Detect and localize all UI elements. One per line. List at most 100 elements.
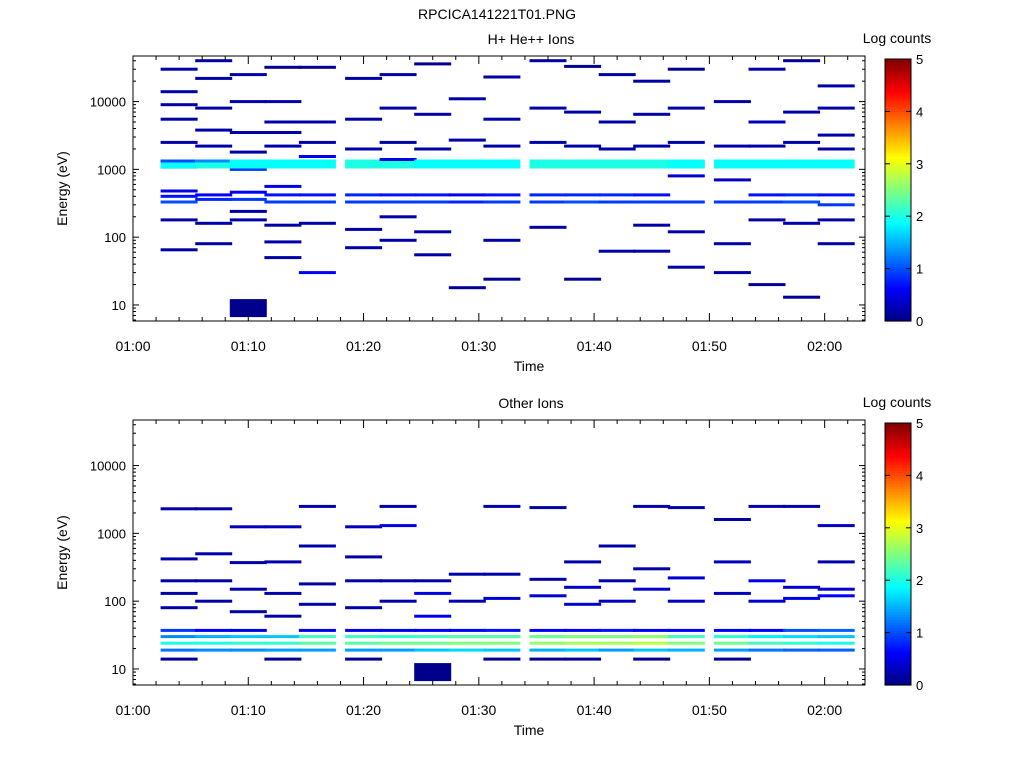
colorbar-swatch bbox=[885, 176, 911, 181]
heatmap-cell bbox=[748, 159, 786, 169]
heatmap-cell bbox=[483, 117, 521, 121]
heatmap-cell bbox=[229, 150, 267, 154]
y-tick-label: 10000 bbox=[90, 95, 126, 110]
heatmap-cell bbox=[414, 147, 452, 151]
heatmap-cell bbox=[345, 76, 383, 80]
heatmap-cell bbox=[748, 283, 786, 287]
heatmap-cell bbox=[379, 140, 417, 144]
colorbar-swatch bbox=[885, 245, 911, 249]
colorbar-swatch bbox=[885, 540, 911, 545]
heatmap-cell bbox=[264, 193, 302, 197]
heatmap-cell bbox=[229, 641, 267, 645]
colorbar-swatch bbox=[885, 237, 911, 241]
colorbar-swatch bbox=[885, 483, 911, 487]
colorbar-swatch bbox=[885, 69, 911, 73]
heatmap-cell bbox=[633, 641, 671, 645]
heatmap-cell bbox=[229, 131, 267, 134]
colorbar-swatch bbox=[885, 428, 911, 432]
heatmap-cell bbox=[264, 159, 302, 169]
colorbar-swatch bbox=[885, 488, 911, 492]
heatmap-cell bbox=[160, 507, 198, 511]
colorbar-swatch bbox=[885, 166, 911, 170]
colorbar-swatch bbox=[885, 564, 911, 568]
colorbar-tick-label: 5 bbox=[916, 416, 923, 431]
colorbar-swatch bbox=[885, 480, 911, 484]
x-tick-label: 01:20 bbox=[346, 338, 381, 354]
colorbar-swatch bbox=[885, 622, 911, 626]
colorbar-tick-label: 0 bbox=[916, 314, 923, 329]
colorbar-swatch bbox=[885, 467, 911, 471]
colorbar-swatch bbox=[885, 218, 911, 223]
colorbar-swatch bbox=[885, 64, 911, 68]
colorbar-swatch bbox=[885, 485, 911, 490]
heatmap-cell bbox=[195, 106, 233, 110]
heatmap-cell bbox=[667, 628, 705, 632]
colorbar-swatch bbox=[885, 247, 911, 251]
colorbar-swatch bbox=[885, 292, 911, 296]
heatmap-cell bbox=[564, 200, 602, 204]
heatmap-cell bbox=[817, 594, 855, 598]
heatmap-cell bbox=[783, 59, 821, 63]
colorbar-swatch bbox=[885, 498, 911, 503]
heatmap-cell bbox=[229, 635, 267, 639]
heatmap-cell bbox=[345, 147, 383, 151]
colorbar-swatch bbox=[885, 443, 911, 448]
heatmap-cell bbox=[379, 73, 417, 77]
heatmap-cell bbox=[160, 140, 198, 144]
heatmap-cell bbox=[345, 193, 383, 197]
heatmap-cell bbox=[160, 606, 198, 610]
heatmap-cell bbox=[564, 585, 602, 589]
heatmap-cell bbox=[633, 648, 671, 652]
colorbar-swatch bbox=[885, 682, 911, 686]
heatmap-cell bbox=[564, 602, 602, 606]
colorbar-swatch bbox=[885, 85, 911, 89]
heatmap-cell bbox=[713, 657, 751, 661]
heatmap-cell bbox=[298, 140, 336, 144]
heatmap-cell bbox=[448, 572, 486, 576]
heatmap-cell bbox=[564, 648, 602, 652]
colorbar-tick-label: 4 bbox=[916, 104, 923, 119]
heatmap-cell bbox=[414, 193, 452, 197]
y-tick-label: 100 bbox=[104, 230, 126, 245]
heatmap-cell bbox=[229, 209, 267, 213]
colorbar-swatch bbox=[885, 543, 911, 547]
heatmap-cell bbox=[195, 159, 233, 169]
colorbar-swatch bbox=[885, 294, 911, 299]
colorbar-swatch bbox=[885, 603, 911, 607]
colorbar-swatch bbox=[885, 522, 911, 526]
heatmap-cell bbox=[817, 587, 855, 591]
heatmap-cell bbox=[667, 140, 705, 144]
heatmap-cell bbox=[379, 635, 417, 639]
colorbar-swatch bbox=[885, 470, 911, 474]
heatmap-cell bbox=[529, 140, 567, 144]
heatmap-cell bbox=[713, 635, 751, 639]
heatmap-cell bbox=[529, 159, 567, 169]
heatmap-cell bbox=[264, 240, 302, 244]
heatmap-cell bbox=[195, 628, 233, 632]
colorbar-swatch bbox=[885, 213, 911, 217]
heatmap-cell bbox=[748, 599, 786, 603]
heatmap-cell bbox=[264, 144, 302, 148]
colorbar-swatch bbox=[885, 158, 911, 162]
colorbar-swatch bbox=[885, 585, 911, 589]
colorbar-swatch bbox=[885, 187, 911, 191]
heatmap-cell bbox=[633, 587, 671, 591]
heatmap-cell bbox=[483, 75, 521, 79]
colorbar-swatch bbox=[885, 169, 911, 173]
heatmap-cell bbox=[783, 295, 821, 299]
colorbar-swatch bbox=[885, 574, 911, 579]
heatmap-cell bbox=[783, 159, 821, 169]
x-tick-label: 01:10 bbox=[231, 338, 266, 354]
colorbar-swatch bbox=[885, 577, 911, 581]
heatmap-cell bbox=[298, 641, 336, 645]
colorbar-swatch bbox=[885, 192, 911, 196]
heatmap-cell bbox=[195, 635, 233, 639]
colorbar-swatch bbox=[885, 671, 911, 676]
heatmap-cell bbox=[379, 524, 417, 528]
heatmap-cell bbox=[667, 200, 705, 204]
colorbar-swatch bbox=[885, 119, 911, 123]
colorbar-swatch bbox=[885, 514, 911, 518]
colorbar-swatch bbox=[885, 509, 911, 513]
heatmap-cell bbox=[264, 65, 302, 69]
colorbar-swatch bbox=[885, 195, 911, 199]
